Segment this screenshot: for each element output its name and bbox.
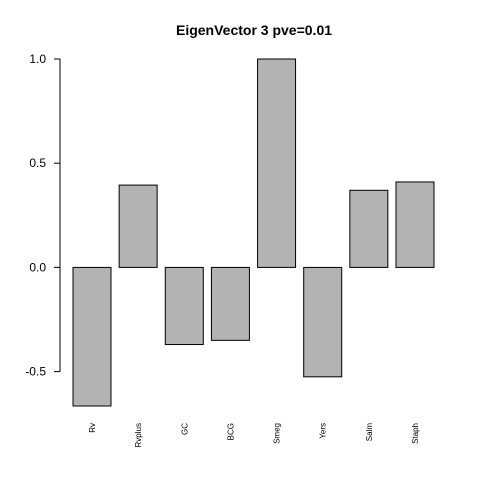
bar-smeg [257,58,297,268]
y-tick-label: 0.0 [29,260,46,274]
x-tick-label: BCG [226,423,235,440]
bar-staph [395,181,435,268]
x-tick-label: Yers [319,423,328,439]
bar-yers [303,266,343,378]
x-tick-label: Smeg [273,423,282,444]
bar-rv [72,266,112,407]
y-tick-label: 0.5 [29,156,46,170]
bar-bcg [210,266,250,341]
x-tick-label: GC [180,423,189,435]
y-tick-label: -0.5 [25,365,46,379]
y-tick-label: 1.0 [29,52,46,66]
x-tick-label: Staph [411,423,420,444]
bar-rvplus [118,184,158,268]
x-tick-label: Salm [365,423,374,442]
bar-salm [349,189,389,268]
x-tick-label: Rv [88,423,97,433]
bars-group [72,58,435,407]
x-tick-label: Rvplus [134,423,143,447]
chart-title: EigenVector 3 pve=0.01 [176,22,332,38]
bar-gc [164,266,204,346]
x-tick-labels: Rv Rvplus GC BCG Smeg Yers Salm Staph [88,423,420,448]
y-axis: -0.5 0.0 0.5 1.0 [25,52,61,379]
